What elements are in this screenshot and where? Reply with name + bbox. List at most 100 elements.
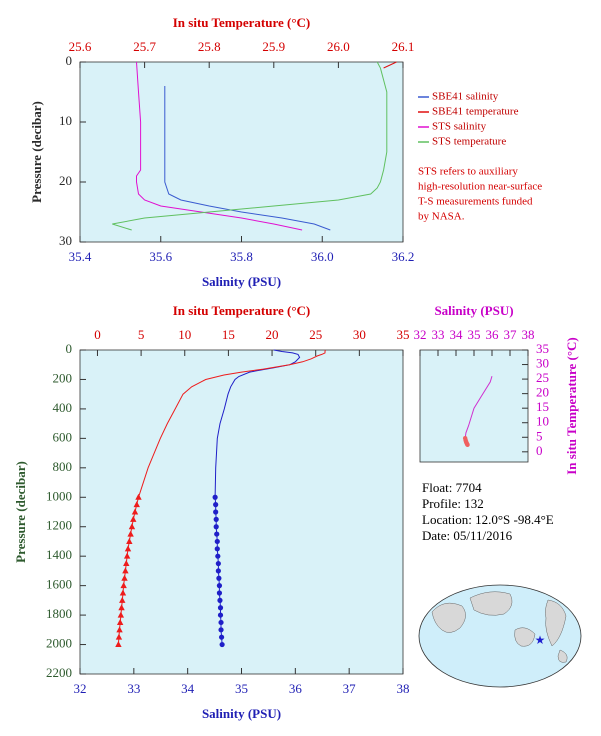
series-line	[112, 61, 388, 231]
y-tick-label: 1600	[46, 577, 72, 592]
x-top-tick-label: 15	[222, 327, 235, 342]
float-info: Date: 05/11/2016	[422, 528, 513, 543]
legend-label: STS temperature	[432, 136, 506, 148]
y-tick-label: 15	[536, 399, 549, 414]
x-top-tick-label: 35	[397, 327, 410, 342]
x-top-tick-label: 36	[486, 327, 500, 342]
x-tick-label: 36.2	[392, 249, 415, 264]
marker	[212, 494, 218, 500]
marker	[131, 508, 139, 515]
y-tick-label: 400	[53, 400, 73, 415]
marker	[133, 501, 140, 508]
legend-label: STS salinity	[432, 121, 487, 133]
x-top-tick-label: 34	[450, 327, 464, 342]
x-top-tick-label: 25	[309, 327, 322, 342]
marker	[213, 509, 219, 515]
y-tick-label: 20	[59, 173, 72, 188]
marker	[118, 604, 125, 611]
marker	[216, 590, 223, 596]
x-top-axis-title: Salinity (PSU)	[434, 303, 513, 318]
chart: 35.4 35.6 35.8 36.0 36.2 Salinity (PSU) 25.6 25…	[29, 15, 542, 289]
marker	[215, 560, 221, 567]
x-top-tick-label: 25.6	[69, 39, 92, 54]
float-info: Profile: 132	[422, 496, 484, 511]
x-top-tick-label: 26.0	[327, 39, 350, 54]
y-tick-label: 10	[536, 414, 549, 429]
y-tick-label: 30	[59, 233, 72, 248]
map-land	[514, 627, 536, 647]
x-top-tick-label: 30	[353, 327, 366, 342]
x-tick-label: 38	[397, 681, 410, 696]
marker	[117, 611, 125, 618]
x-axis-title: Salinity (PSU)	[202, 706, 281, 721]
y-tick-label: 10	[59, 113, 72, 128]
x-top-tick-label: 33	[432, 327, 445, 342]
series-line	[464, 376, 493, 439]
chart: 32 33 34 35 36 37 38 Salinity (PSU) 051015202530…	[414, 303, 579, 475]
marker	[217, 612, 224, 618]
y-tick-label: 1200	[46, 518, 72, 533]
marker	[123, 560, 130, 567]
marker	[219, 641, 225, 648]
float-location-star: ★	[535, 633, 546, 647]
y-axis-title: Pressure (decibar)	[29, 101, 44, 203]
marker	[121, 574, 128, 581]
y-tick-label: 30	[536, 356, 549, 371]
annotation: STS refers to auxiliary	[418, 166, 518, 178]
marker	[115, 633, 123, 640]
series-line	[383, 61, 397, 69]
marker	[126, 537, 133, 544]
marker	[213, 524, 219, 530]
marker	[127, 530, 134, 537]
x-top-tick-label: 10	[178, 327, 191, 342]
y-tick-label: 2000	[46, 636, 72, 651]
marker	[215, 568, 221, 574]
x-top-axis-title: In situ Temperature (°C)	[173, 15, 311, 30]
plot-area	[79, 349, 404, 675]
marker	[116, 618, 124, 625]
x-tick-label: 35.8	[230, 249, 253, 264]
x-top-tick-label: 26.1	[392, 39, 415, 54]
series-line	[214, 349, 301, 498]
x-top-axis-title: In situ Temperature (°C)	[173, 303, 311, 318]
y-tick-label: 25	[536, 370, 549, 385]
annotation: by NASA.	[418, 211, 465, 223]
marker	[115, 641, 122, 648]
map-land	[469, 591, 513, 616]
marker	[214, 531, 220, 537]
x-top-tick-label: 35	[468, 327, 481, 342]
marker	[128, 523, 136, 530]
marker	[214, 538, 220, 545]
x-top-tick-label: 32	[414, 327, 427, 342]
marker	[214, 546, 220, 552]
x-tick-label: 35	[235, 681, 248, 696]
y-axis-title: In situ Temperature (°C)	[564, 337, 579, 475]
marker	[216, 583, 223, 589]
plot-area	[79, 61, 404, 243]
y-tick-label: 1400	[46, 547, 72, 562]
x-top-tick-label: 38	[522, 327, 535, 342]
y-tick-label: 0	[66, 53, 73, 68]
x-top-tick-label: 25.9	[262, 39, 285, 54]
series-line	[136, 61, 303, 231]
x-top-tick-label: 37	[504, 327, 518, 342]
legend-label: SBE41 temperature	[432, 106, 519, 118]
legend-label: SBE41 salinity	[432, 91, 499, 103]
marker	[216, 575, 222, 581]
y-tick-label: 1800	[46, 606, 72, 621]
series-line	[138, 349, 326, 498]
y-tick-label: 2200	[46, 665, 72, 680]
y-tick-label: 35	[536, 341, 549, 356]
plot-area	[419, 349, 529, 463]
marker	[119, 596, 126, 603]
y-tick-label: 20	[536, 385, 549, 400]
x-tick-label: 33	[127, 681, 140, 696]
y-tick-label: 5	[536, 428, 543, 443]
y-tick-label: 0	[536, 443, 543, 458]
y-tick-label: 200	[53, 370, 73, 385]
marker	[215, 553, 221, 559]
annotation: high-resolution near-surface	[418, 181, 542, 193]
marker	[213, 502, 219, 508]
marker	[116, 626, 123, 633]
series-line	[164, 86, 331, 231]
